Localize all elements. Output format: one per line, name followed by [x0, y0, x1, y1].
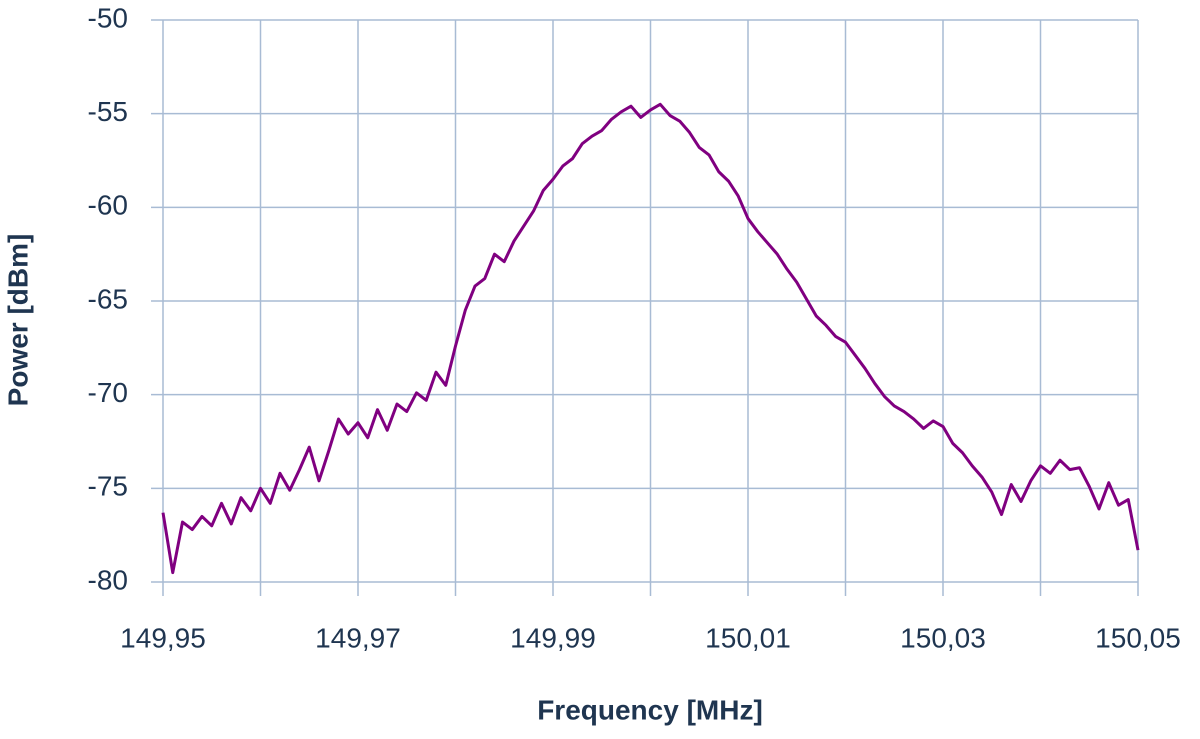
x-tick-label: 150,01 [705, 622, 791, 653]
x-tick-label: 150,03 [900, 622, 986, 653]
y-tick-label: -75 [88, 471, 128, 502]
y-tick-label: -60 [88, 190, 128, 221]
y-tick-label: -70 [88, 377, 128, 408]
y-tick-label: -55 [88, 96, 128, 127]
x-axis-title: Frequency [MHz] [537, 694, 763, 725]
y-tick-label: -50 [88, 2, 128, 33]
y-tick-label: -80 [88, 564, 128, 595]
x-tick-label: 149,95 [120, 622, 206, 653]
data-line [161, 102, 1140, 575]
x-tick-label: 150,05 [1095, 622, 1181, 653]
y-tick-label: -65 [88, 283, 128, 314]
y-axis-title: Power [dBm] [2, 234, 33, 407]
x-tick-label: 149,97 [315, 622, 401, 653]
x-tick-label: 149,99 [510, 622, 596, 653]
